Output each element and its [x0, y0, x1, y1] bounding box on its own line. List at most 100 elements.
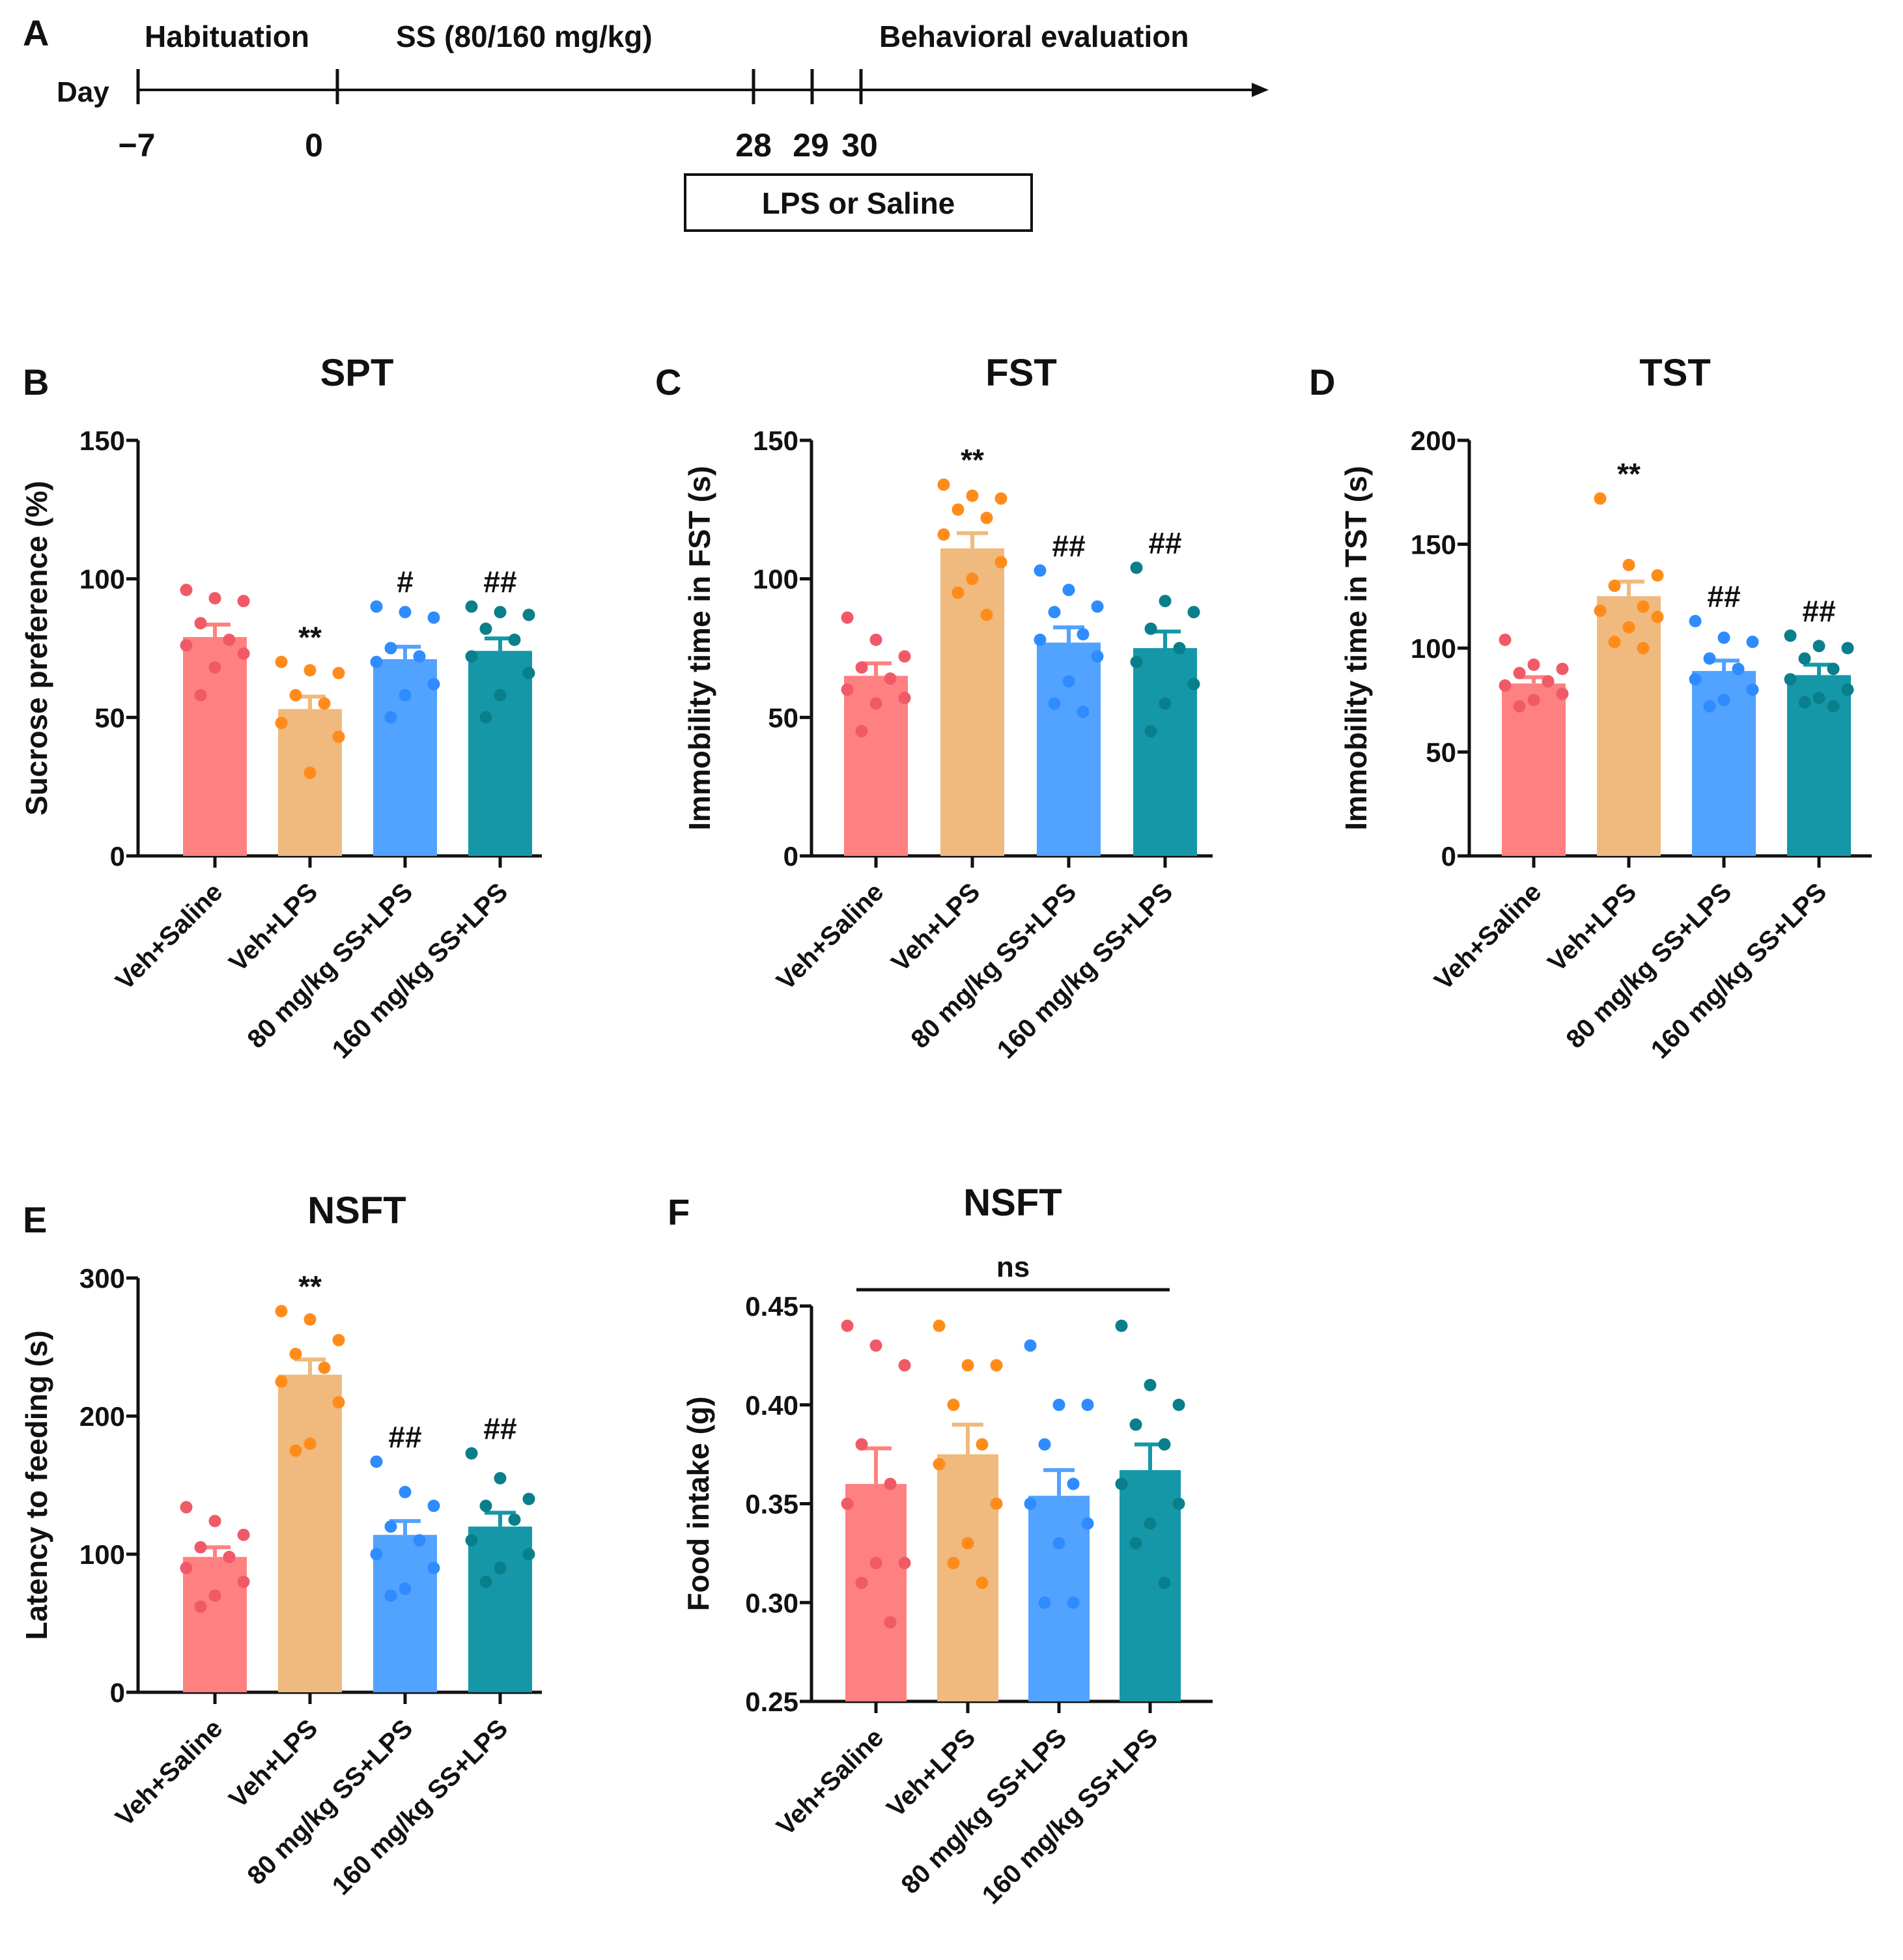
- data-point: [1717, 631, 1730, 644]
- data-point: [208, 1514, 221, 1527]
- data-point: [522, 608, 535, 621]
- data-point: [237, 1528, 250, 1541]
- data-point: [1703, 700, 1716, 713]
- data-point: [194, 1541, 207, 1554]
- data-point: [1062, 584, 1075, 597]
- data-point: [275, 717, 288, 730]
- data-point: [208, 591, 221, 604]
- data-point: [1062, 675, 1075, 688]
- timeline-day-tick-label: 30: [841, 127, 878, 163]
- data-point: [479, 1499, 492, 1513]
- data-point: [933, 1319, 946, 1332]
- phase-label-treatment: SS (80/160 mg/kg): [396, 20, 653, 53]
- significance-marker: ##: [1707, 580, 1740, 614]
- bar: [1597, 596, 1661, 856]
- chart-panel-d: D TST Immobility time in TST (s) 0 50 100 150 2…: [1309, 352, 1872, 1064]
- y-tick-label: 0.40: [745, 1390, 798, 1421]
- y-tick-label: 0.25: [745, 1686, 798, 1717]
- bar: [468, 651, 532, 856]
- data-point: [289, 1348, 302, 1361]
- data-point: [1144, 622, 1157, 635]
- data-point: [1038, 1438, 1051, 1451]
- data-point: [980, 608, 993, 621]
- bar: [373, 659, 437, 856]
- x-tick-label: 80 mg/kg SS+LPS: [1561, 877, 1738, 1054]
- data-point: [1637, 600, 1650, 613]
- panel-label-a: A: [23, 12, 49, 53]
- bar: [845, 1484, 907, 1701]
- data-point: [841, 611, 854, 624]
- data-point: [1081, 1399, 1094, 1412]
- panel-label: F: [668, 1191, 690, 1232]
- data-point: [427, 677, 440, 690]
- x-tick-label: 80 mg/kg SS+LPS: [906, 877, 1082, 1054]
- significance-marker: ##: [1052, 529, 1085, 563]
- data-point: [522, 666, 535, 679]
- significance-marker: ##: [1148, 526, 1181, 560]
- data-point: [1158, 1576, 1171, 1589]
- significance-marker: ##: [1802, 594, 1835, 628]
- data-point: [869, 1557, 882, 1570]
- data-point: [898, 650, 911, 663]
- y-tick-label: 50: [94, 702, 125, 733]
- chart-panel-e: E NSFT Latency to feeding (s) 0 100 200 300 Veh…: [20, 1189, 542, 1901]
- data-point: [1034, 564, 1047, 577]
- data-point: [427, 611, 440, 624]
- bar: [278, 1374, 342, 1692]
- data-point: [855, 725, 868, 738]
- data-point: [223, 633, 236, 646]
- data-point: [1556, 687, 1569, 700]
- y-tick-label: 100: [79, 1539, 125, 1570]
- data-point: [855, 1576, 868, 1589]
- data-point: [1034, 633, 1047, 646]
- chart-panel-c: C FST Immobility time in FST (s) 0 50 100 150 V…: [655, 352, 1213, 1064]
- y-tick-label: 150: [753, 425, 798, 456]
- data-point: [1115, 1319, 1128, 1332]
- data-point: [399, 606, 412, 619]
- significance-marker: ##: [388, 1420, 421, 1454]
- data-point: [1622, 621, 1635, 634]
- data-point: [961, 1359, 974, 1372]
- data-point: [976, 1438, 989, 1451]
- data-point: [990, 1498, 1003, 1510]
- data-point: [427, 1499, 440, 1513]
- y-axis-label: Latency to feeding (s): [20, 1330, 53, 1640]
- data-point: [194, 689, 207, 702]
- data-point: [994, 492, 1008, 505]
- data-point: [370, 600, 383, 613]
- bar: [940, 548, 1004, 856]
- x-tick-label: Veh+Saline: [1429, 877, 1547, 995]
- data-point: [399, 689, 412, 702]
- data-point: [1115, 1477, 1128, 1490]
- data-point: [855, 661, 868, 674]
- data-point: [303, 766, 317, 779]
- y-tick-label: 0: [110, 841, 125, 872]
- timeline-day-tick-label: 28: [735, 127, 772, 163]
- x-tick-label: 80 mg/kg SS+LPS: [242, 1714, 419, 1890]
- data-point: [1077, 628, 1090, 641]
- data-point: [841, 1319, 854, 1332]
- panel-label: C: [655, 362, 681, 403]
- y-tick-label: 50: [1426, 737, 1456, 768]
- data-point: [465, 1534, 478, 1547]
- significance-marker: **: [1617, 457, 1641, 490]
- data-point: [1732, 662, 1745, 675]
- bar: [1502, 683, 1566, 856]
- data-point: [1172, 1498, 1185, 1510]
- data-point: [303, 664, 317, 677]
- data-point: [1513, 666, 1526, 679]
- data-point: [1091, 600, 1104, 613]
- y-tick-label: 50: [768, 702, 798, 733]
- data-point: [508, 1513, 521, 1526]
- y-tick-label: 150: [79, 425, 125, 456]
- data-point: [980, 511, 993, 524]
- timeline-day-tick-label: −7: [118, 127, 155, 163]
- x-tick-label: 160 mg/kg SS+LPS: [977, 1723, 1164, 1910]
- data-point: [1798, 696, 1811, 709]
- data-point: [494, 1471, 507, 1484]
- data-point: [1129, 1537, 1142, 1550]
- data-point: [413, 650, 426, 663]
- data-point: [479, 622, 492, 635]
- x-tick-label: Veh+Saline: [110, 877, 228, 995]
- data-point: [1052, 1537, 1065, 1550]
